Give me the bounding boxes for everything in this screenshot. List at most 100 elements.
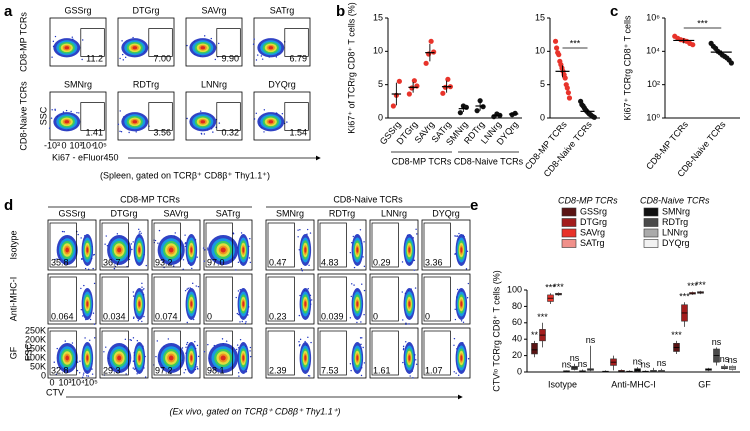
flow-event <box>51 109 53 111</box>
flow-event <box>191 267 193 270</box>
plot-name: SAVrg <box>201 5 226 15</box>
flow-event <box>209 370 211 372</box>
flow-event <box>56 258 58 260</box>
y-tick-label: 0 <box>41 370 46 380</box>
flow-gate <box>153 330 181 376</box>
flow-event <box>460 320 463 322</box>
flow-event <box>207 343 209 346</box>
flow-event <box>121 40 123 42</box>
flow-event <box>56 367 59 369</box>
flow-event <box>402 348 405 351</box>
flow-density <box>242 247 245 253</box>
flow-event <box>196 344 199 347</box>
gate-percent: 97.0 <box>207 257 225 267</box>
flow-event <box>196 256 198 258</box>
box <box>721 365 728 370</box>
flow-event <box>353 284 355 286</box>
legend-swatch <box>643 207 659 217</box>
flow-event <box>467 358 470 360</box>
flow-event <box>356 321 358 324</box>
gate-percent: 1.54 <box>289 127 307 137</box>
gate-percent: 3.36 <box>425 257 443 267</box>
flow-event <box>453 344 455 346</box>
flow-event <box>241 320 244 323</box>
flow-event <box>197 355 200 358</box>
flow-event <box>455 372 457 374</box>
flow-event <box>299 229 301 231</box>
data-point <box>556 52 562 58</box>
significance: *** <box>671 330 682 340</box>
flow-event <box>156 340 158 342</box>
flow-event <box>182 259 185 261</box>
flow-event <box>466 297 469 299</box>
flow-event <box>454 318 457 321</box>
flow-density <box>138 355 141 361</box>
flow-event <box>255 112 257 115</box>
column-name: SAVrg <box>163 208 188 218</box>
gate-percent: 0 <box>425 311 430 321</box>
x-tick-label: 10³ <box>58 377 71 387</box>
data-point <box>406 91 412 97</box>
flow-event <box>253 118 256 120</box>
caption: (Ex vivo, gated on TCRβ⁺ CD8β⁺ Thy1.1⁺) <box>169 406 340 416</box>
flow-event <box>92 267 94 270</box>
flow-event <box>82 374 85 376</box>
flow-event <box>135 131 137 133</box>
flow-event <box>260 55 263 57</box>
group-header: CD8-MP TCRs <box>120 194 180 204</box>
flow-event <box>249 355 252 358</box>
flow-event <box>154 239 157 242</box>
flow-event <box>359 229 362 231</box>
flow-event <box>456 288 459 291</box>
flow-event <box>104 243 106 245</box>
flow-event <box>402 361 404 364</box>
flow-event <box>415 359 417 361</box>
flow-density <box>168 247 174 253</box>
flow-density <box>117 247 122 253</box>
significance: ns <box>641 360 651 370</box>
flow-event <box>87 375 90 377</box>
plot-name: SMNrg <box>64 79 92 89</box>
flow-density <box>190 247 193 253</box>
flow-event <box>132 36 134 39</box>
flow-gate <box>216 102 241 131</box>
flow-event <box>402 319 404 321</box>
flow-event <box>307 375 310 377</box>
flow-gate <box>101 276 129 322</box>
flow-event <box>61 230 64 233</box>
gate-percent: 0.034 <box>103 311 126 321</box>
flow-density <box>138 301 141 307</box>
column-name: DYQrg <box>432 208 460 218</box>
flow-density <box>64 120 70 124</box>
x-axis-label: Ki67 - eFluor450 <box>52 152 119 162</box>
x-tick-label: Isotype <box>548 379 577 389</box>
flow-density <box>460 355 463 361</box>
flow-event <box>306 228 309 231</box>
plot-name: GSSrg <box>64 5 91 15</box>
gate-percent: 0 <box>207 311 212 321</box>
significance: *** <box>570 38 581 48</box>
legend-label: LNNrg <box>662 227 688 237</box>
flow-event <box>197 285 200 288</box>
data-point <box>728 60 734 66</box>
data-point <box>566 95 573 101</box>
flow-event <box>204 35 206 37</box>
gate-percent: 4.83 <box>321 257 339 267</box>
x-axis-label: CTV <box>46 387 64 397</box>
flow-event <box>462 321 465 323</box>
flow-event <box>350 369 352 372</box>
gate-percent: 7.53 <box>321 365 339 375</box>
flow-event <box>196 366 198 368</box>
flow-event <box>133 316 135 318</box>
flow-event <box>184 369 187 371</box>
flow-gate <box>284 28 309 57</box>
legend-label: RDTrg <box>662 217 688 227</box>
significance: *** <box>695 280 706 290</box>
flow-event <box>453 371 455 373</box>
flow-density <box>460 247 463 253</box>
flow-event <box>286 121 288 123</box>
flow-event <box>116 233 119 235</box>
flow-event <box>200 133 203 135</box>
y-tick-label: 0 <box>517 366 522 376</box>
